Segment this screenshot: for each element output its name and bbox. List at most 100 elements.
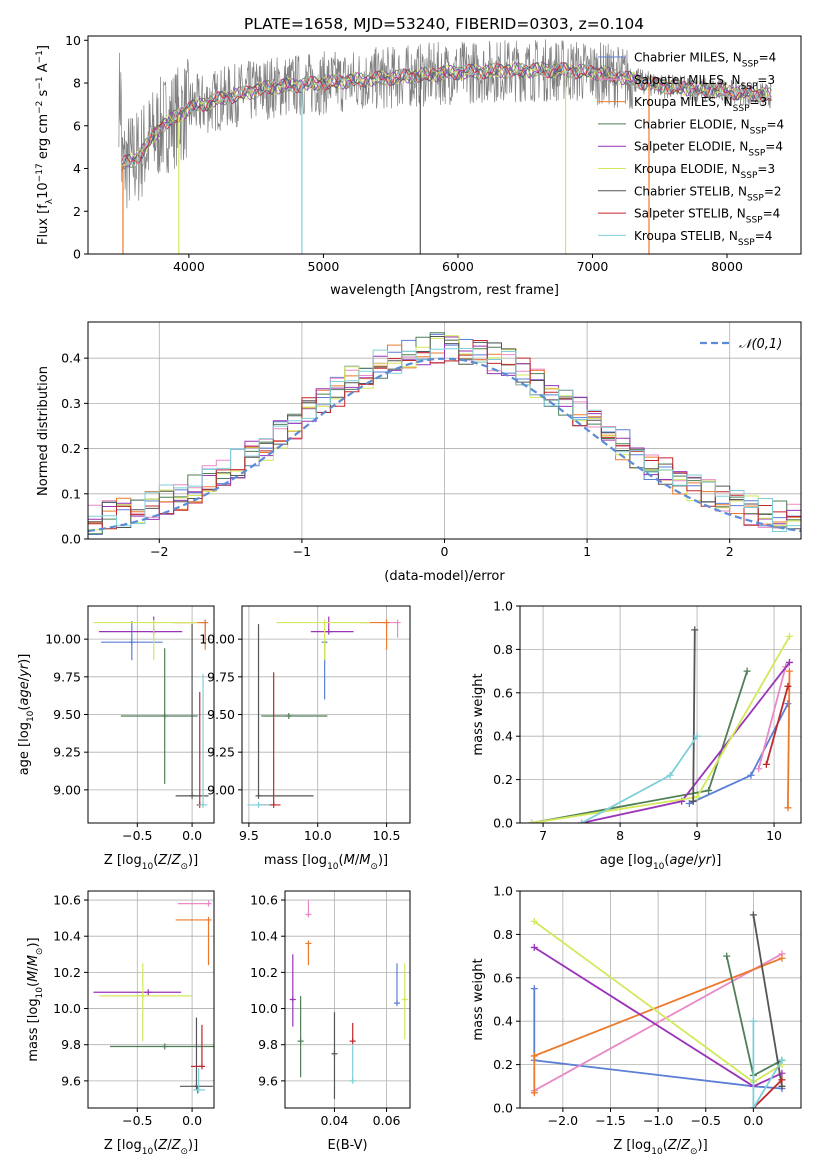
y-tick-label: 8 [73,76,81,91]
y-tick-label: 9.00 [53,782,81,797]
weight-line [765,686,789,765]
weight-marker [723,952,731,960]
data-point-marker [161,713,168,720]
weight-marker [666,771,674,779]
weight-marker [784,804,792,812]
y-tick-label: 0.8 [493,642,513,657]
axes-residuals: −2 −1 0 1 2 0.0 0.1 0.2 0.3 0.4 𝒩(0,1) (data-model)… [36,321,802,584]
y-tick-label: 10.2 [53,965,81,980]
weight-marker [685,799,693,807]
weight-line [752,1079,783,1108]
y-tick-label: 0.1 [61,486,81,501]
y-tick-label: 0.0 [493,816,513,831]
y-tick-label: 9.8 [258,1037,278,1052]
x-axis-label: mass [log10(M/M⊙)] [264,853,388,872]
y-tick-label: 2 [73,204,81,219]
y-tick-label: 0 [73,247,81,262]
x-tick-label: −1.0 [643,1113,673,1128]
weight-marker [778,1076,786,1084]
weight-marker [785,632,793,640]
x-tick-label: −0.5 [691,1113,721,1128]
legend-label: Salpeter ELODIE, NSSP=4 [634,140,783,159]
y-tick-label: 9.8 [61,1037,81,1052]
data-point-marker [255,792,262,799]
y-axis-label: mass [log10(M/M⊙)] [26,937,45,1061]
x-tick-label: 7 [539,828,547,843]
y-axis-label: Flux [fλ10−17 erg cm−2 s−1 A−1] [35,45,55,245]
y-tick-label: 0.2 [61,441,81,456]
data-point-marker [285,713,292,720]
y-tick-label: 0.8 [493,927,513,942]
data-point-marker [394,619,401,626]
weight-marker [705,786,713,794]
legend-label: Chabrier STELIB, NSSP=2 [634,184,782,203]
weight-line [752,1021,783,1108]
axes-mass-vs-Z: −0.5 0.0 9.6 9.8 10.0 10.2 10.4 10.6 Z [log10(Z/… [26,890,215,1157]
weight-marker [530,1052,538,1060]
x-tick-label: 8 [616,828,624,843]
x-tick-label: −1 [293,544,311,559]
weight-line [787,671,791,808]
x-tick-label: 10.5 [373,828,401,843]
axes-weight-vs-Z: −2.0 −1.5 −1.0 −0.5 0.0 0.0 0.2 0.4 0.6 0.8 1.0 Z [… [471,884,802,1157]
legend-label: Chabrier ELODIE, NSSP=4 [634,117,784,136]
data-point-marker [383,619,390,626]
data-point-marker [145,989,152,996]
weight-marker [785,667,793,675]
y-tick-label: 1.0 [493,884,513,899]
plot-area [289,900,408,1099]
histogram-step [88,348,801,532]
axes-age-vs-Z: −0.5 0.0 9.00 9.25 9.50 9.75 10.00 Z [log10(Z/Z… [17,605,215,872]
data-point-marker [189,792,196,799]
y-tick-label: 0.2 [493,1057,513,1072]
data-point-marker [200,801,207,808]
plot-area [247,616,401,808]
x-tick-label: −2.0 [548,1113,578,1128]
weight-marker [784,700,792,708]
x-tick-label: 0.04 [321,1113,349,1128]
axes-weight-vs-age: 7 8 9 10 0.0 0.2 0.4 0.6 0.8 1.0 age [log10(age/yr… [471,599,802,872]
y-tick-label: 0.6 [493,970,513,985]
axes-mass-vs-ebv: 0.04 0.06 9.6 9.8 10.0 10.2 10.4 10.6 E(B-V) [250,890,411,1153]
data-point-marker [205,916,212,923]
data-point-marker [205,900,212,907]
plot-area [528,626,793,823]
y-tick-label: 10.2 [250,965,278,980]
axes-age-vs-mass: 9.5 10.0 10.5 9.00 9.25 9.50 9.75 10.00 mass [lo… [199,605,411,872]
x-tick-label: 0.0 [743,1113,763,1128]
weight-marker [784,682,792,690]
y-tick-label: 9.75 [207,669,235,684]
y-tick-label: 0.0 [61,532,81,547]
weight-line [533,953,783,1092]
data-point-marker [139,992,146,999]
y-tick-label: 0.6 [493,685,513,700]
data-point-marker [349,1038,356,1045]
weight-marker [778,1056,786,1064]
y-tick-label: 10.6 [53,893,81,908]
y-tick-label: 9.00 [207,782,235,797]
weight-marker [747,771,755,779]
weight-marker [749,1017,757,1025]
data-point-marker [150,619,157,626]
y-axis-label: age [log10(age/yr)] [17,654,36,776]
figure-title: PLATE=1658, MJD=53240, FIBERID=0303, z=0… [244,15,644,33]
legend-label: Salpeter MILES, NSSP=3 [634,73,775,92]
x-tick-label: 7000 [577,259,609,274]
legend-label: Chabrier MILES, NSSP=4 [634,51,776,70]
y-axis-label: mass weight [471,673,486,755]
axes-frame [519,890,802,1109]
y-tick-label: 4 [73,161,81,176]
weight-marker [528,819,536,823]
y-axis-label: mass weight [471,958,486,1040]
weight-marker [693,793,701,801]
x-tick-label: 4000 [173,259,205,274]
histogram-step [88,336,801,526]
x-tick-label: 0.0 [182,828,202,843]
axes-frame [87,35,802,255]
data-point-marker [270,801,277,808]
weight-line [689,703,789,805]
y-tick-label: 10.0 [53,1001,81,1016]
x-tick-label: 10.0 [304,828,332,843]
weight-marker [689,797,697,805]
